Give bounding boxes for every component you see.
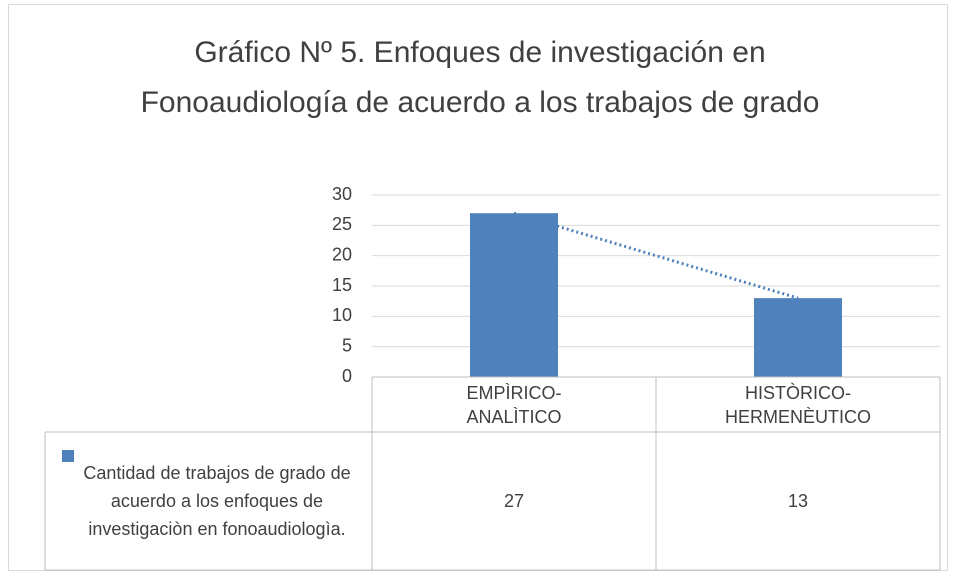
bar (754, 298, 842, 377)
y-tick-label: 5 (342, 335, 352, 355)
category-label: EMPÌRICO-ANALÌTICO (466, 382, 562, 427)
category-label: HISTÒRICO-HERMENÈUTICO (724, 382, 871, 427)
legend-swatch (62, 450, 74, 462)
bar (470, 213, 558, 377)
table-value: 27 (503, 490, 525, 511)
table-value: 13 (787, 490, 809, 511)
legend-label: Cantidad de trabajos de grado de acuerdo… (83, 463, 351, 539)
y-tick-label: 15 (332, 275, 352, 295)
y-tick-label: 0 (342, 366, 352, 386)
y-tick-label: 30 (332, 184, 352, 204)
chart-title: Gráfico Nº 5. Enfoques de investigación … (140, 36, 820, 119)
y-tick-label: 20 (332, 244, 352, 264)
y-tick-label: 25 (332, 214, 352, 234)
y-tick-label: 10 (332, 305, 352, 325)
